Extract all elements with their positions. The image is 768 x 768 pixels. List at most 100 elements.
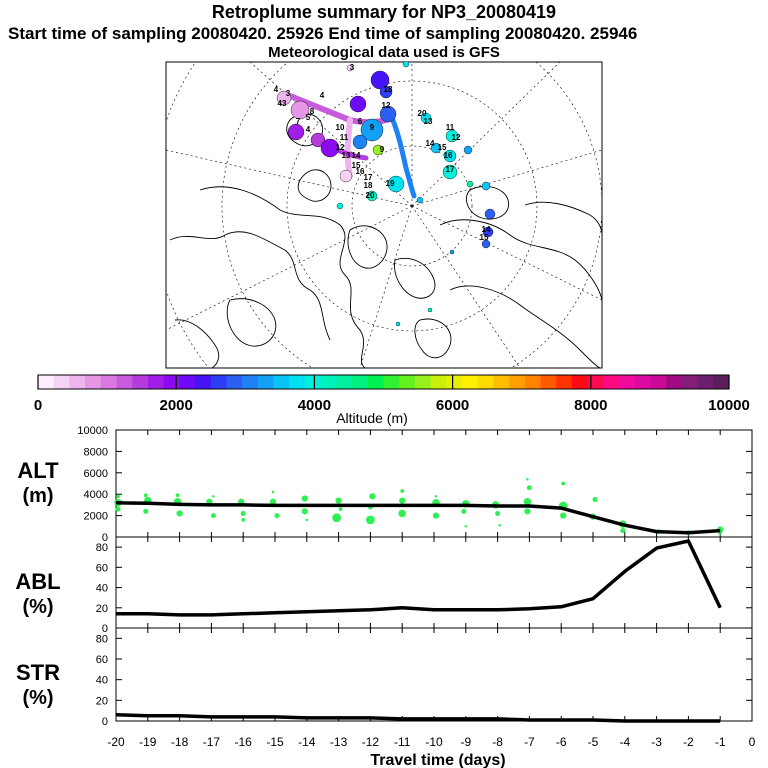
data-point bbox=[561, 481, 566, 486]
map-day-label: 15 bbox=[438, 143, 447, 152]
data-point bbox=[398, 509, 406, 518]
map-coastlines bbox=[169, 113, 602, 368]
colorbar-swatch bbox=[634, 375, 651, 389]
sampling-time-line: Start time of sampling 20080420. 25926 E… bbox=[8, 24, 638, 43]
colorbar-swatch bbox=[477, 375, 494, 389]
data-point bbox=[274, 513, 280, 519]
x-tick-label: -14 bbox=[298, 735, 316, 749]
data-point bbox=[524, 508, 531, 515]
map-day-label: 4 bbox=[320, 91, 325, 100]
map-day-label: 15 bbox=[352, 161, 361, 170]
data-point bbox=[241, 518, 246, 522]
y-tick-label: 0 bbox=[102, 716, 108, 728]
y-tick-label: 4000 bbox=[84, 489, 108, 501]
data-point bbox=[335, 497, 342, 504]
x-tick-label: -4 bbox=[619, 735, 630, 749]
x-tick-label: -15 bbox=[266, 735, 284, 749]
map-day-label: 13 bbox=[342, 151, 351, 160]
colorbar-swatch bbox=[100, 375, 118, 389]
colorbar-swatch bbox=[399, 375, 416, 389]
colorbar-swatch bbox=[509, 375, 526, 389]
map-day-label: 9 bbox=[370, 123, 375, 132]
colorbar-swatch bbox=[226, 375, 243, 389]
colorbar-swatch bbox=[85, 375, 102, 389]
data-point bbox=[498, 523, 501, 527]
colorbar-swatch bbox=[179, 375, 196, 389]
series-line bbox=[115, 713, 721, 723]
data-point bbox=[143, 508, 149, 514]
map-day-label: 12 bbox=[382, 101, 391, 110]
data-point bbox=[115, 506, 121, 512]
colorbar-swatch bbox=[69, 375, 86, 389]
map-day-label: 3 bbox=[286, 89, 291, 98]
x-tick-label: -10 bbox=[425, 735, 443, 749]
meteorological-data-line: Meteorological data used is GFS bbox=[268, 44, 500, 61]
panel-unit: (%) bbox=[22, 687, 53, 709]
colorbar-swatch bbox=[210, 375, 227, 389]
x-tick-label: -5 bbox=[588, 735, 599, 749]
x-tick-label: -1 bbox=[715, 735, 726, 749]
data-point bbox=[526, 477, 529, 481]
colorbar-swatch bbox=[603, 375, 620, 389]
panel-label: STR bbox=[16, 660, 60, 685]
map-day-label: 6 bbox=[358, 117, 363, 126]
chart-title: Retroplume summary for NP3_20080419 bbox=[211, 2, 557, 22]
data-point bbox=[369, 493, 376, 500]
y-tick-label: 10000 bbox=[77, 425, 108, 437]
colorbar-swatch bbox=[681, 375, 699, 389]
data-point bbox=[301, 495, 308, 502]
colorbar-tick-label: 10000 bbox=[708, 397, 750, 414]
time-series-panels: 0200040006000800010000ALT(m)020406080ABL… bbox=[15, 425, 755, 768]
x-tick-label: -18 bbox=[171, 735, 189, 749]
map-day-label: 5 bbox=[306, 113, 311, 122]
colorbar-swatch bbox=[446, 375, 463, 389]
data-point bbox=[399, 497, 406, 504]
data-point bbox=[495, 510, 501, 516]
panel-unit: (%) bbox=[22, 596, 53, 618]
y-tick-label: 60 bbox=[96, 654, 108, 666]
x-tick-label: 0 bbox=[749, 735, 756, 749]
data-point bbox=[332, 513, 341, 523]
map-day-label: 20 bbox=[366, 191, 375, 200]
data-point bbox=[301, 508, 308, 515]
colorbar-swatch bbox=[619, 375, 636, 389]
data-point bbox=[240, 510, 246, 516]
colorbar-swatch bbox=[242, 375, 259, 389]
colorbar-swatch bbox=[556, 375, 573, 389]
y-tick-label: 2000 bbox=[84, 511, 108, 523]
colorbar-swatch bbox=[713, 375, 730, 389]
y-tick-label: 40 bbox=[96, 583, 108, 595]
x-tick-label: -3 bbox=[651, 735, 662, 749]
data-point bbox=[434, 495, 438, 498]
y-tick-label: 20 bbox=[96, 603, 108, 615]
data-point bbox=[592, 497, 598, 503]
data-point bbox=[305, 518, 309, 522]
data-point bbox=[175, 493, 180, 498]
colorbar-swatch bbox=[414, 375, 432, 389]
colorbar-swatch bbox=[367, 375, 384, 389]
data-point bbox=[620, 528, 626, 534]
data-point bbox=[366, 515, 375, 525]
x-tick-label: -8 bbox=[492, 735, 503, 749]
colorbar-axis-label: Altitude (m) bbox=[336, 410, 408, 426]
map-day-label: 4 bbox=[306, 125, 311, 134]
data-point bbox=[560, 512, 567, 519]
y-tick-label: 80 bbox=[96, 633, 108, 645]
colorbar-swatch bbox=[587, 375, 604, 389]
panel-label: ABL bbox=[15, 569, 60, 594]
colorbar-swatch bbox=[524, 375, 542, 389]
plume-clusters bbox=[276, 62, 496, 327]
map-day-label: 14 bbox=[482, 225, 491, 234]
x-tick-label: -11 bbox=[394, 735, 411, 749]
colorbar-swatch bbox=[304, 375, 322, 389]
x-tick-label: -13 bbox=[330, 735, 348, 749]
colorbar-tick-label: 2000 bbox=[160, 397, 193, 414]
map-day-label: 11 bbox=[446, 123, 455, 132]
y-tick-label: 8000 bbox=[84, 446, 108, 458]
colorbar-swatch bbox=[697, 375, 714, 389]
map-day-label: 7 bbox=[296, 117, 301, 126]
map-day-label: 18 bbox=[384, 85, 393, 94]
map-day-label: 13 bbox=[424, 117, 433, 126]
map-day-label: 16 bbox=[356, 167, 365, 176]
